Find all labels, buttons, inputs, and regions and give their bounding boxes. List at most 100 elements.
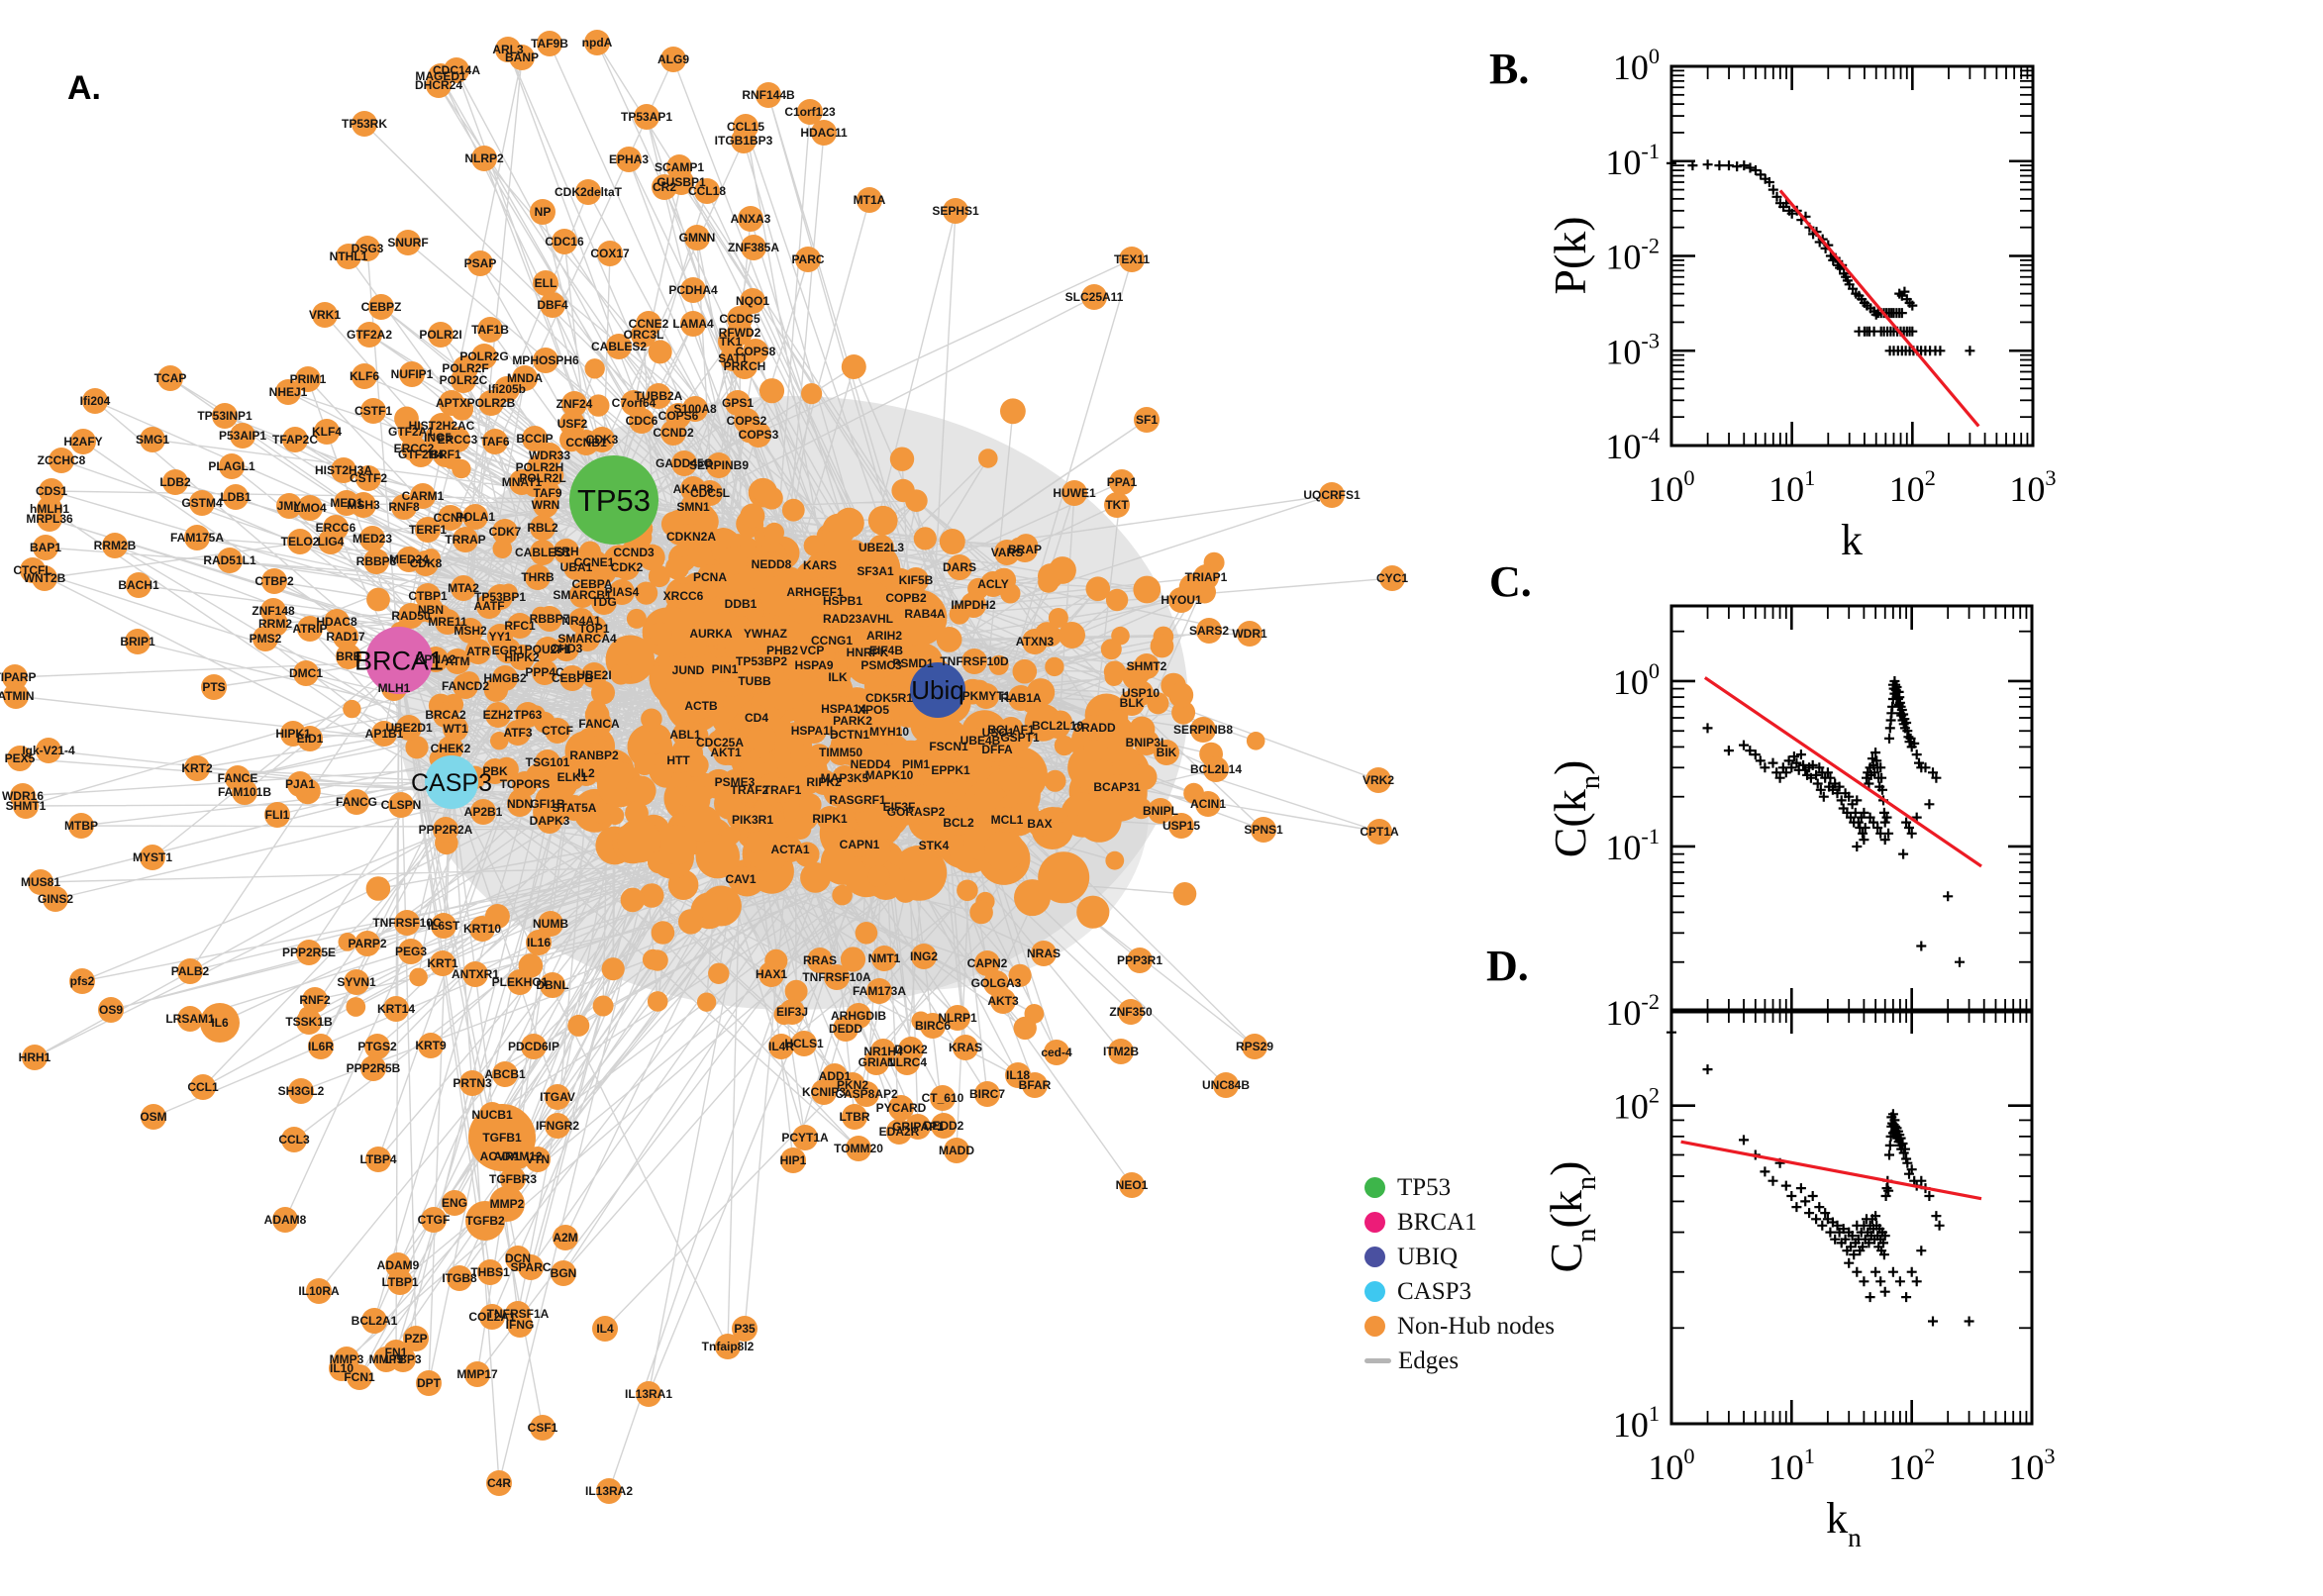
network-node-label: OSM xyxy=(140,1110,166,1124)
network-node-label: PKMYT1 xyxy=(962,689,1011,703)
network-node xyxy=(868,535,894,560)
network-node-label: ERCC3 xyxy=(438,433,478,447)
network-node-label: LTBR xyxy=(839,1110,869,1124)
network-node xyxy=(863,1049,889,1075)
network-node xyxy=(652,174,677,200)
network-node xyxy=(713,740,739,765)
legend-item-ubiq: UBIQ xyxy=(1364,1240,1555,1274)
network-node-label: BLK xyxy=(1120,696,1145,710)
network-node xyxy=(1379,565,1405,591)
network-node-label: Ifi204 xyxy=(80,394,111,408)
network-node xyxy=(641,708,662,731)
network-node-label: EPHA3 xyxy=(609,152,649,166)
network-node xyxy=(988,654,1009,675)
network-node xyxy=(1193,564,1219,590)
network-node-label: GPS1 xyxy=(722,396,754,410)
network-node xyxy=(486,1470,512,1496)
network-node xyxy=(1108,1039,1134,1064)
network-node-label: SMN1 xyxy=(676,500,710,514)
network-node-label: NTHL1 xyxy=(330,249,368,263)
network-node-label: CSF1 xyxy=(528,1421,558,1435)
network-node-label: TERF1 xyxy=(409,523,447,537)
network-node-label: PHB2 xyxy=(766,644,798,657)
network-node-label: PARP2 xyxy=(348,937,386,950)
network-node xyxy=(410,483,436,509)
network-node-label: AKT3 xyxy=(987,994,1019,1008)
network-node-label: SEPHS1 xyxy=(932,204,979,218)
network-node xyxy=(82,388,108,414)
hub-node-label-brca1: BRCA1 xyxy=(354,646,444,675)
network-node-label: LTBP3 xyxy=(384,1352,421,1366)
network-node xyxy=(584,30,610,55)
network-node xyxy=(888,1095,914,1121)
network-node xyxy=(287,771,313,797)
network-node-label: NLRC4 xyxy=(887,1055,927,1069)
network-node-label: PTGS2 xyxy=(357,1040,397,1053)
tick-label: 10-1 xyxy=(1605,139,1660,182)
network-node xyxy=(1045,713,1070,739)
network-node-label: CCND2 xyxy=(653,426,694,440)
network-node-label: IL6ST xyxy=(428,919,460,933)
network-node-label: FAM175A xyxy=(170,531,224,545)
network-node-label: HRH1 xyxy=(19,1050,51,1064)
network-node-label: KRT14 xyxy=(377,1002,415,1016)
network-node xyxy=(37,506,62,532)
network-node xyxy=(769,638,795,663)
network-node xyxy=(288,1078,314,1104)
network-node xyxy=(360,1055,386,1081)
network-node-label: RAD50 xyxy=(391,609,431,623)
network-node xyxy=(647,949,668,971)
network-node xyxy=(365,876,391,901)
network-node-label: TDG xyxy=(591,595,616,609)
network-node-label: PTS xyxy=(202,680,225,694)
network-node-label: HSPB1 xyxy=(823,594,862,608)
network-node-label: CAPN1 xyxy=(840,838,880,851)
network-node xyxy=(530,540,556,565)
network-node-label: BAP1 xyxy=(30,541,61,554)
network-node xyxy=(629,408,655,434)
network-node xyxy=(765,672,804,711)
network-node-label: EIF3J xyxy=(776,1005,808,1019)
network-node xyxy=(614,554,640,580)
legend-item-nonhub: Non-Hub nodes xyxy=(1364,1309,1555,1344)
network-node-label: RPS29 xyxy=(1236,1040,1273,1053)
network-node xyxy=(22,1045,48,1070)
network-node-label: WRN xyxy=(532,498,560,512)
network-node-label: CDC16 xyxy=(545,235,584,249)
network-node xyxy=(871,946,897,971)
network-node-label: BIRC7 xyxy=(969,1087,1005,1101)
network-node xyxy=(639,883,664,908)
network-node xyxy=(469,916,495,942)
network-node xyxy=(684,805,722,843)
network-node-label: TP53INP1 xyxy=(197,409,252,423)
network-node-label: BRE xyxy=(336,649,360,663)
axis-ticks xyxy=(1671,1010,2032,1424)
network-node xyxy=(398,603,424,629)
network-node xyxy=(1134,730,1160,755)
network-node xyxy=(537,808,562,834)
network-node-label: EDA2R xyxy=(879,1125,920,1139)
network-node-label: CD4 xyxy=(745,711,768,725)
network-node xyxy=(433,817,458,843)
network-node xyxy=(990,988,1016,1014)
network-node-label: pfs2 xyxy=(70,974,95,988)
network-node xyxy=(569,582,595,608)
network-node-label: NLRP2 xyxy=(464,151,504,165)
tick-label: 10-1 xyxy=(1605,824,1660,867)
network-node xyxy=(947,554,972,580)
network-node xyxy=(609,579,635,605)
network-node xyxy=(530,515,556,541)
network-node xyxy=(525,1147,551,1172)
network-node xyxy=(438,505,463,531)
network-node xyxy=(388,792,414,818)
network-node xyxy=(462,504,488,530)
network-node xyxy=(1190,717,1216,743)
network-node xyxy=(784,979,808,1003)
network-node-label: BCAP31 xyxy=(1093,780,1141,794)
network-node xyxy=(756,571,780,596)
network-node xyxy=(889,447,915,471)
network-node xyxy=(462,961,488,987)
network-node xyxy=(232,779,257,805)
network-node xyxy=(758,551,784,577)
network-node xyxy=(409,967,428,987)
